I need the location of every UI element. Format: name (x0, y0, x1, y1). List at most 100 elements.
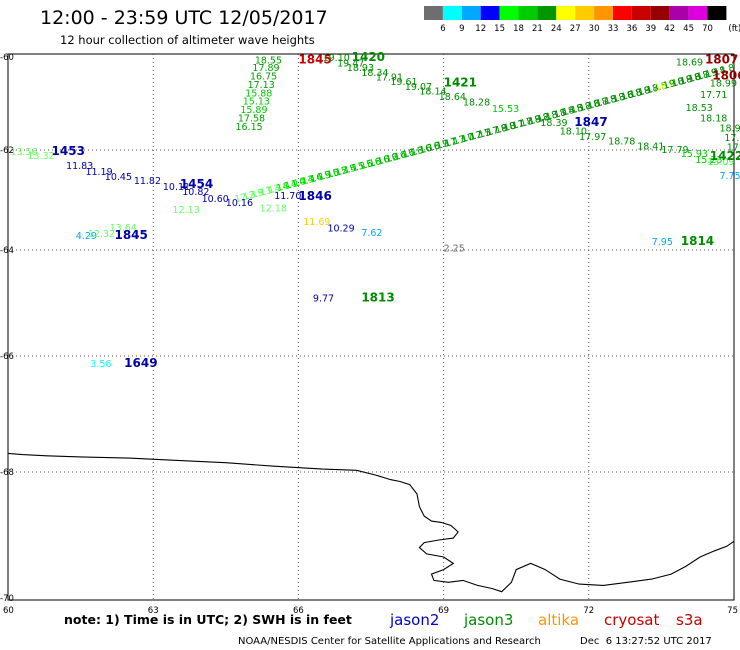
pass-time-label: 1845 (298, 52, 331, 66)
swh-value: 17.3 (444, 134, 467, 150)
page-subtitle: 12 hour collection of altimeter wave hei… (60, 33, 315, 47)
swh-value: 18.69 (676, 58, 703, 69)
swh-value: 18.8 (713, 62, 736, 78)
pass-time-label: 1649 (124, 356, 157, 370)
color-legend: 6 9 12 15 18 21 24 27 30 33 36 39 42 45 70 (ft) (424, 6, 740, 34)
lat-tick-label: -70 (0, 594, 14, 604)
swh-value: 17.9 (519, 114, 542, 130)
legend-unit: (ft) (728, 24, 740, 34)
swh-value: 17.58 (238, 113, 265, 124)
swh-value: 7.75 (719, 171, 740, 182)
swh-value: 12.9 (242, 187, 265, 203)
swh-value: 18.8 (620, 87, 643, 103)
swh-value: 17.0 (727, 142, 740, 153)
swh-value: 10.11 (163, 182, 190, 193)
swh-value: 16.3 (402, 145, 425, 161)
swh-value: 15.2 (326, 165, 349, 181)
legend-label: 42 (664, 24, 675, 34)
swh-value: 18.7 (637, 83, 660, 99)
lon-tick-label: 60 (3, 606, 14, 616)
swh-value: 18.6 (578, 98, 601, 114)
swh-value: 18.1 (502, 118, 525, 134)
swh-value: 14.0 (284, 176, 307, 192)
pass-time-label: 1421 (444, 76, 477, 90)
swh-value: 11.82 (134, 176, 161, 187)
swh-value: 16.6 (410, 143, 433, 159)
legend-swatch (669, 6, 689, 20)
lon-tick-label: 66 (293, 606, 304, 616)
legend-swatch (537, 6, 557, 20)
legend-label: 6 (440, 24, 445, 34)
swh-value: 13.09 (707, 157, 734, 168)
satellite-name: s3a (676, 611, 703, 629)
lat-tick-label: -62 (0, 146, 14, 156)
legend-swatch (424, 6, 443, 20)
swh-value: 19.47 (337, 59, 364, 70)
swh-value: 17.79 (661, 145, 688, 156)
pass-time-label: 1814 (681, 234, 714, 248)
swh-value: 12.13 (173, 205, 200, 216)
swh-value: 18.2 (528, 111, 551, 127)
swh-value: 15.6 (351, 158, 374, 174)
swh-value: 11.83 (66, 161, 93, 172)
pass-time-label: 1453 (52, 144, 85, 158)
swh-value: 18.93 (347, 63, 374, 74)
swh-value: 18.7 (687, 69, 710, 85)
swh-value: 7.62 (361, 228, 382, 239)
legend-swatch (631, 6, 651, 20)
legend-label: 15 (494, 24, 505, 34)
legend-label: 27 (570, 24, 581, 34)
swh-value: 17.91 (376, 73, 403, 84)
swh-value: 18.3 (536, 109, 559, 125)
swh-value: 18.9 (629, 85, 652, 101)
satellite-legend: jason2 jason3 altika cryosat s3a (389, 611, 703, 629)
satellite-track-diagonal: 12.312.913.113.413.814.114.014.314.614.9… (233, 62, 735, 205)
swh-value: 18.5 (645, 80, 668, 96)
swh-value: 14.6 (301, 172, 324, 188)
swh-value: 10.82 (182, 187, 209, 198)
footer-note: note: 1) Time is in UTC; 2) SWH is in fe… (64, 612, 352, 627)
legend-swatch (613, 6, 632, 20)
lon-tick-label: 63 (148, 606, 159, 616)
swh-value: 14.3 (292, 174, 315, 190)
swh-value: 11.19 (85, 167, 112, 178)
axis-labels: -60 -62 -64 -66 -68 -70 60 63 66 69 72 75 (0, 53, 738, 616)
swh-value: 17.9 (486, 123, 509, 139)
legend-swatch (442, 6, 462, 20)
swh-value: 18.39 (540, 118, 567, 129)
swh-value: 17.1 (435, 136, 458, 152)
swh-value: 19.07 (405, 82, 432, 93)
swh-value: 16.8 (418, 140, 441, 156)
legend-swatch (650, 6, 670, 20)
legend-swatch (461, 6, 481, 20)
swh-value: 17.8 (511, 116, 534, 132)
swh-value: 18.5 (595, 94, 618, 110)
pass-time-label: 1807 (705, 52, 738, 66)
swh-value: 15.89 (240, 105, 267, 116)
legend-swatch (707, 6, 727, 20)
swh-value: 17.7 (477, 125, 500, 141)
swh-value: 15.53 (492, 104, 519, 115)
swh-value: 16.1 (393, 147, 416, 163)
swh-value: 17.97 (579, 132, 606, 143)
swh-value: 18.2 (570, 100, 593, 116)
pass-time-label: 1454 (180, 177, 213, 191)
lon-tick-label: 69 (438, 606, 449, 616)
swh-value: 15.1 (343, 160, 366, 176)
swh-value: 19.1 (704, 65, 727, 81)
swh-value: 18.28 (463, 98, 490, 109)
legend-label: 18 (513, 24, 524, 34)
swh-value: 18.14 (419, 86, 446, 97)
swh-value: 18.41 (637, 141, 664, 152)
swh-value: 15.8 (360, 156, 383, 172)
pass-time-label: 1847 (574, 115, 607, 129)
pass-time-label: 1806 (712, 69, 740, 83)
swh-value: 18.5 (561, 103, 584, 119)
legend-label: 24 (551, 24, 562, 34)
swh-value: 14.9 (309, 169, 332, 185)
swh-value: 18.90 (719, 124, 740, 135)
swh-value: 19.0 (662, 76, 685, 92)
swh-value: 18.18 (700, 113, 727, 124)
swh-value: 7.95 (652, 237, 673, 248)
